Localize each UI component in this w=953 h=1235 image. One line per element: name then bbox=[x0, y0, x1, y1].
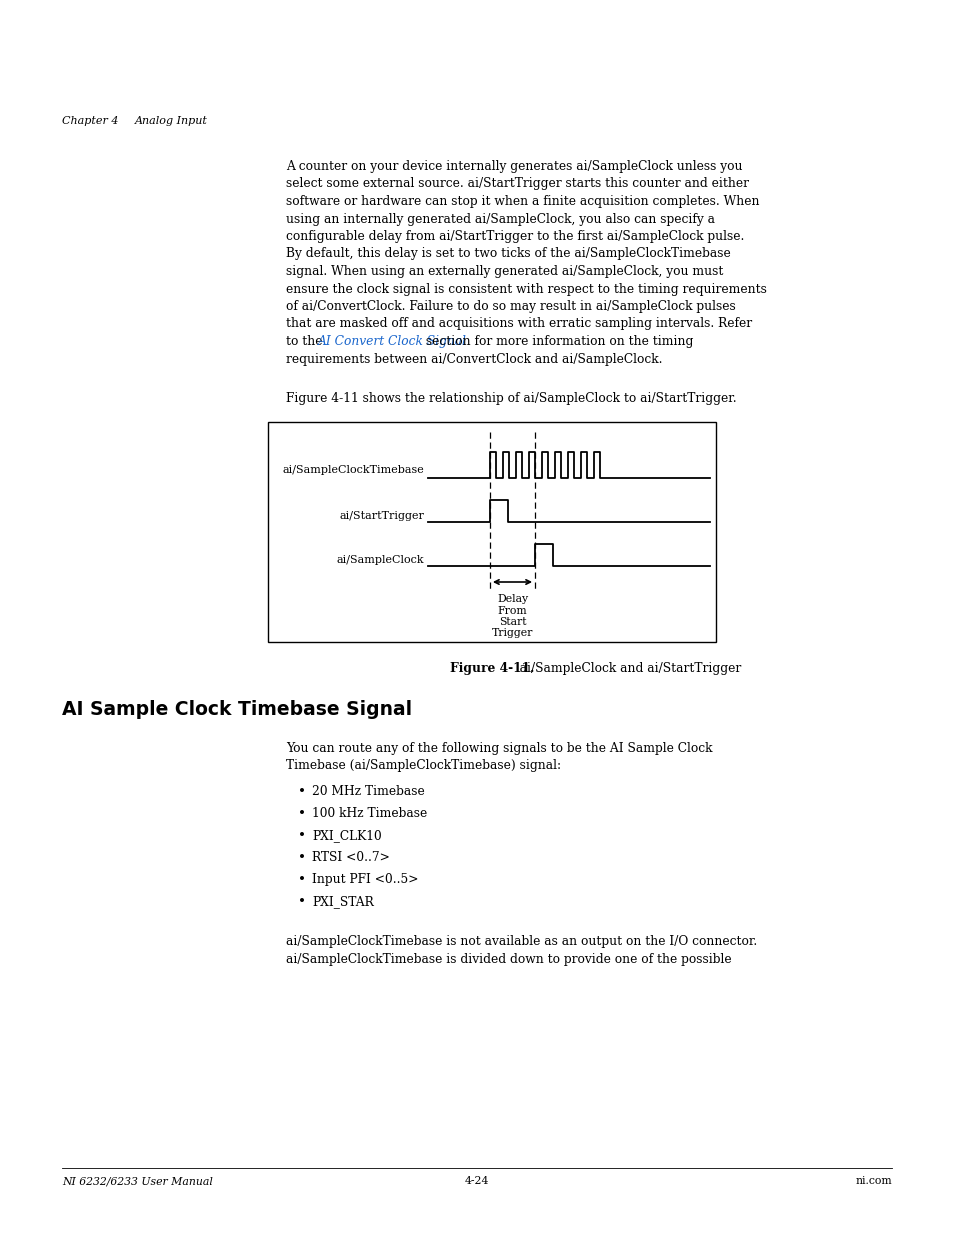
Text: ai/SampleClockTimebase is divided down to provide one of the possible: ai/SampleClockTimebase is divided down t… bbox=[286, 952, 731, 966]
Text: signal. When using an externally generated ai/SampleClock, you must: signal. When using an externally generat… bbox=[286, 266, 722, 278]
Text: NI 6232/6233 User Manual: NI 6232/6233 User Manual bbox=[62, 1176, 213, 1186]
Text: requirements between ai/ConvertClock and ai/SampleClock.: requirements between ai/ConvertClock and… bbox=[286, 352, 661, 366]
Text: RTSI <0..7>: RTSI <0..7> bbox=[312, 851, 390, 864]
Text: Figure 4-11.: Figure 4-11. bbox=[450, 662, 534, 676]
Text: •: • bbox=[297, 851, 306, 864]
Text: By default, this delay is set to two ticks of the ai/SampleClockTimebase: By default, this delay is set to two tic… bbox=[286, 247, 730, 261]
Text: 100 kHz Timebase: 100 kHz Timebase bbox=[312, 806, 427, 820]
Text: ni.com: ni.com bbox=[855, 1176, 891, 1186]
Bar bbox=[268, 422, 716, 642]
Text: AI Convert Clock Signal: AI Convert Clock Signal bbox=[317, 335, 466, 348]
Text: to the: to the bbox=[286, 335, 326, 348]
Text: ai/StartTrigger: ai/StartTrigger bbox=[338, 511, 423, 521]
Text: ai/SampleClockTimebase is not available as an output on the I/O connector.: ai/SampleClockTimebase is not available … bbox=[286, 935, 757, 948]
Text: 20 MHz Timebase: 20 MHz Timebase bbox=[312, 785, 424, 798]
Text: configurable delay from ai/StartTrigger to the first ai/SampleClock pulse.: configurable delay from ai/StartTrigger … bbox=[286, 230, 743, 243]
Text: that are masked off and acquisitions with erratic sampling intervals. Refer: that are masked off and acquisitions wit… bbox=[286, 317, 751, 331]
Text: Delay: Delay bbox=[497, 594, 528, 604]
Text: Input PFI <0..5>: Input PFI <0..5> bbox=[312, 873, 418, 885]
Text: of ai/ConvertClock. Failure to do so may result in ai/SampleClock pulses: of ai/ConvertClock. Failure to do so may… bbox=[286, 300, 735, 312]
Text: You can route any of the following signals to be the AI Sample Clock: You can route any of the following signa… bbox=[286, 742, 712, 755]
Text: ai/SampleClock: ai/SampleClock bbox=[336, 555, 423, 564]
Text: A counter on your device internally generates ai/SampleClock unless you: A counter on your device internally gene… bbox=[286, 161, 741, 173]
Text: •: • bbox=[297, 895, 306, 909]
Text: From: From bbox=[497, 605, 527, 615]
Text: ensure the clock signal is consistent with respect to the timing requirements: ensure the clock signal is consistent wi… bbox=[286, 283, 766, 295]
Text: ai/SampleClock and ai/StartTrigger: ai/SampleClock and ai/StartTrigger bbox=[508, 662, 741, 676]
Text: using an internally generated ai/SampleClock, you also can specify a: using an internally generated ai/SampleC… bbox=[286, 212, 714, 226]
Text: 4-24: 4-24 bbox=[464, 1176, 489, 1186]
Text: software or hardware can stop it when a finite acquisition completes. When: software or hardware can stop it when a … bbox=[286, 195, 759, 207]
Text: Analog Input: Analog Input bbox=[135, 116, 208, 126]
Text: ai/SampleClockTimebase: ai/SampleClockTimebase bbox=[282, 466, 423, 475]
Text: select some external source. ai/StartTrigger starts this counter and either: select some external source. ai/StartTri… bbox=[286, 178, 748, 190]
Text: •: • bbox=[297, 785, 306, 799]
Text: Figure 4-11 shows the relationship of ai/SampleClock to ai/StartTrigger.: Figure 4-11 shows the relationship of ai… bbox=[286, 391, 736, 405]
Text: •: • bbox=[297, 873, 306, 887]
Text: PXI_CLK10: PXI_CLK10 bbox=[312, 829, 381, 842]
Text: Timebase (ai/SampleClockTimebase) signal:: Timebase (ai/SampleClockTimebase) signal… bbox=[286, 760, 560, 773]
Text: Start: Start bbox=[498, 618, 526, 627]
Text: PXI_STAR: PXI_STAR bbox=[312, 895, 374, 908]
Text: Chapter 4: Chapter 4 bbox=[62, 116, 118, 126]
Text: •: • bbox=[297, 806, 306, 821]
Text: Trigger: Trigger bbox=[492, 629, 533, 638]
Text: AI Sample Clock Timebase Signal: AI Sample Clock Timebase Signal bbox=[62, 700, 412, 719]
Text: section for more information on the timing: section for more information on the timi… bbox=[422, 335, 693, 348]
Text: •: • bbox=[297, 829, 306, 844]
